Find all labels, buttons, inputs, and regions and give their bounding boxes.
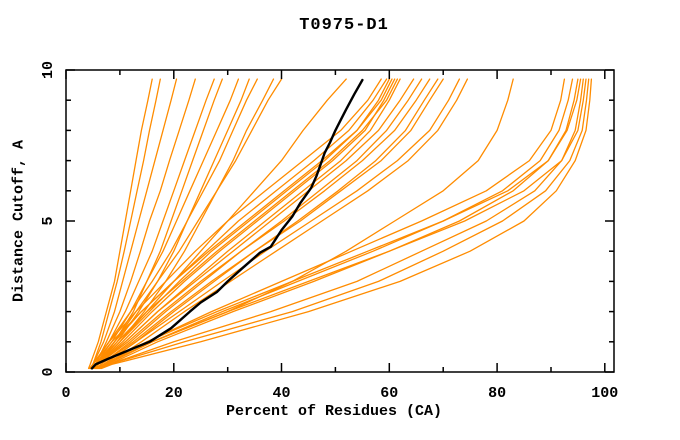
prediction-curve [94, 78, 396, 370]
x-axis-label: Percent of Residues (CA) [225, 403, 443, 420]
chart-title: T0975-D1 [299, 16, 389, 35]
prediction-curve [99, 78, 579, 370]
prediction-curve [89, 78, 393, 370]
prediction-curve [89, 78, 178, 370]
prediction-curve [100, 78, 593, 370]
prediction-curve [87, 78, 153, 370]
x-axis-tick-label: 60 [380, 385, 398, 402]
x-axis-tick-label: 40 [272, 385, 290, 402]
prediction-curve [89, 78, 161, 370]
prediction-curve [93, 78, 431, 370]
x-axis-tick-label: 80 [488, 385, 506, 402]
prediction-curve [90, 78, 382, 370]
prediction-curve [98, 78, 584, 370]
prediction-curve [91, 78, 388, 370]
x-axis-tick-label: 100 [591, 385, 618, 402]
prediction-curve [93, 78, 415, 370]
prediction-curve [90, 78, 196, 370]
x-axis-tick-label: 0 [61, 385, 70, 402]
y-axis-tick-label: 0 [40, 367, 57, 376]
x-axis-tick-label: 20 [165, 385, 183, 402]
prediction-curve [99, 78, 469, 370]
prediction-curve [92, 78, 399, 370]
prediction-curve [100, 78, 590, 370]
y-axis-tick-label: 5 [40, 216, 57, 225]
reference-curve [90, 78, 364, 370]
prediction-curve [96, 78, 587, 370]
prediction-curve [97, 78, 461, 370]
prediction-curve [96, 78, 423, 370]
y-axis-tick-label: 10 [40, 61, 57, 79]
